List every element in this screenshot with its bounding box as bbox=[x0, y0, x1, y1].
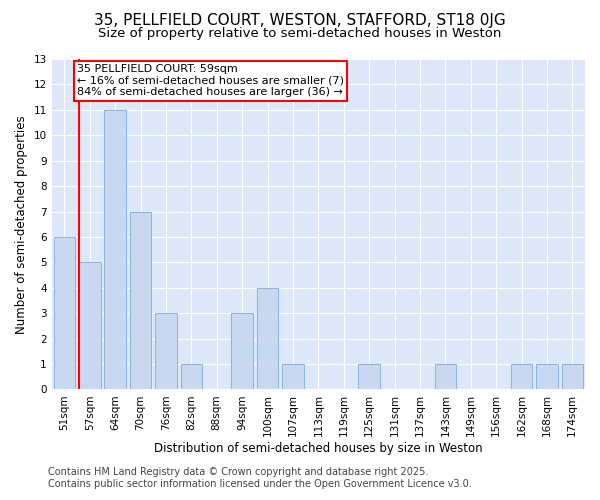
Bar bbox=[232, 313, 253, 390]
Bar bbox=[104, 110, 126, 390]
Bar bbox=[358, 364, 380, 390]
Text: Contains HM Land Registry data © Crown copyright and database right 2025.
Contai: Contains HM Land Registry data © Crown c… bbox=[48, 468, 472, 489]
Text: 35, PELLFIELD COURT, WESTON, STAFFORD, ST18 0JG: 35, PELLFIELD COURT, WESTON, STAFFORD, S… bbox=[94, 12, 506, 28]
X-axis label: Distribution of semi-detached houses by size in Weston: Distribution of semi-detached houses by … bbox=[154, 442, 482, 455]
Bar bbox=[511, 364, 532, 390]
Bar bbox=[181, 364, 202, 390]
Text: 35 PELLFIELD COURT: 59sqm
← 16% of semi-detached houses are smaller (7)
84% of s: 35 PELLFIELD COURT: 59sqm ← 16% of semi-… bbox=[77, 64, 344, 98]
Bar bbox=[434, 364, 456, 390]
Text: Size of property relative to semi-detached houses in Weston: Size of property relative to semi-detach… bbox=[98, 28, 502, 40]
Bar bbox=[257, 288, 278, 390]
Bar bbox=[53, 237, 75, 390]
Bar bbox=[562, 364, 583, 390]
Bar bbox=[155, 313, 177, 390]
Bar bbox=[79, 262, 101, 390]
Bar bbox=[130, 212, 151, 390]
Y-axis label: Number of semi-detached properties: Number of semi-detached properties bbox=[15, 115, 28, 334]
Bar bbox=[536, 364, 557, 390]
Bar bbox=[282, 364, 304, 390]
